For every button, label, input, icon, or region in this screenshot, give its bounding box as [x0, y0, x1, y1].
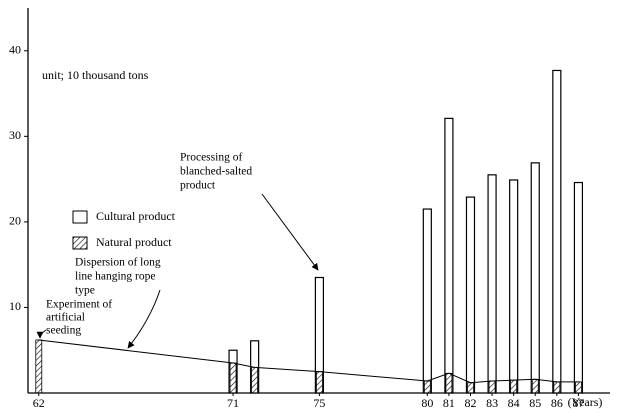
legend-swatch [72, 210, 88, 224]
annotation-line: seeding [46, 325, 81, 337]
unit-note: unit; 10 thousand tons [42, 68, 149, 82]
x-tick-label: 83 [486, 396, 498, 410]
annotation-line: line hanging rope [75, 271, 155, 283]
bar [315, 371, 323, 394]
annotation: Processing of blanched-salted product [180, 152, 319, 271]
bar [530, 162, 540, 394]
x-tick-label: 80 [421, 396, 433, 410]
annotation-line: Dispersion of long [75, 257, 161, 269]
y-tick-label: 10 [9, 299, 21, 313]
bar [575, 381, 582, 394]
bar [423, 380, 431, 394]
x-tick-label: 82 [464, 396, 476, 410]
bar [445, 372, 453, 394]
bar [509, 179, 519, 394]
bar [510, 379, 518, 394]
y-tick-label: 20 [9, 214, 21, 228]
annotation: Experiment of artificial seeding [36, 299, 112, 339]
legend-swatch [72, 236, 88, 250]
bar [465, 196, 476, 394]
bar [552, 69, 562, 394]
annotation-line: blanched-salted [180, 166, 252, 178]
arrow [36, 329, 47, 339]
bar [573, 181, 584, 394]
annotation-line: artificial [46, 312, 85, 324]
arrow [127, 289, 161, 349]
x-tick-label: 71 [227, 396, 239, 410]
bar [467, 382, 474, 394]
bar [35, 339, 43, 394]
x-tick-label: 84 [508, 396, 520, 410]
y-tick-label: 30 [9, 128, 21, 142]
bar [553, 381, 561, 394]
annotation-line: Experiment of [46, 299, 112, 311]
annotation-line: type [75, 285, 95, 297]
annotation: Dispersion of long line hanging rope typ… [75, 257, 161, 349]
trend-line [38, 339, 579, 384]
bar [251, 366, 259, 394]
x-tick-label: 86 [551, 396, 563, 410]
x-tick-label: 75 [313, 396, 325, 410]
bar [444, 117, 454, 394]
annotation-line: Processing of [180, 152, 242, 164]
x-tick-label: 85 [529, 396, 541, 410]
bar [488, 380, 496, 394]
x-tick-label: 87 [572, 396, 584, 410]
x-axis-label: (Years) [568, 395, 603, 409]
x-tick-label: 81 [443, 396, 455, 410]
x-tick-label: 62 [33, 396, 45, 410]
legend-label: Cultural product [96, 209, 176, 223]
y-tick-label: 40 [9, 43, 21, 57]
legend-label: Natural product [96, 235, 172, 249]
annotation-line: product [180, 180, 216, 192]
arrow [261, 193, 319, 271]
bar [487, 174, 497, 394]
bar [229, 362, 237, 394]
bar [531, 378, 539, 394]
bar [422, 208, 432, 394]
